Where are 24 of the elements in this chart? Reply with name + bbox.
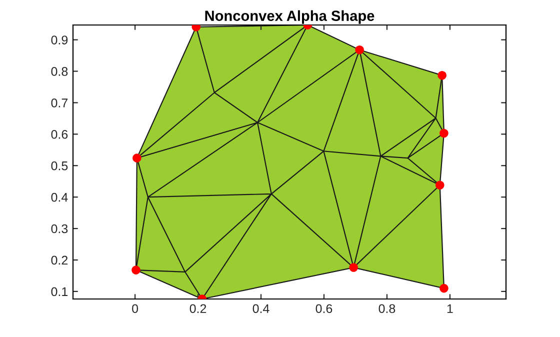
point <box>355 45 364 54</box>
x-tick-label: 1 <box>447 304 453 313</box>
y-tick-label: 0.2 <box>51 256 68 265</box>
y-tick-label: 0.7 <box>51 98 68 108</box>
y-tick-label: 0.6 <box>51 130 68 139</box>
y-tick-label: 0.1 <box>51 287 68 296</box>
y-tick-label: 0.8 <box>51 67 68 76</box>
point <box>132 154 142 162</box>
x-tick-label: 0 <box>132 304 138 314</box>
x-tick-label: 0.2 <box>190 304 206 314</box>
point <box>440 128 448 138</box>
y-tick-label: 0.5 <box>51 161 68 170</box>
x-tick-label: 0.4 <box>252 304 270 314</box>
point <box>438 70 446 80</box>
point <box>132 266 140 274</box>
chart-title: Nonconvex Alpha Shape <box>205 10 374 24</box>
point <box>440 284 448 293</box>
y-tick-label: 0.9 <box>51 36 68 44</box>
point <box>435 180 444 190</box>
point <box>349 263 358 272</box>
x-tick-label: 0.6 <box>316 304 332 314</box>
y-tick-label: 0.3 <box>51 224 68 234</box>
y-tick-label: 0.4 <box>51 192 68 202</box>
x-tick-label: 0.8 <box>378 304 396 314</box>
